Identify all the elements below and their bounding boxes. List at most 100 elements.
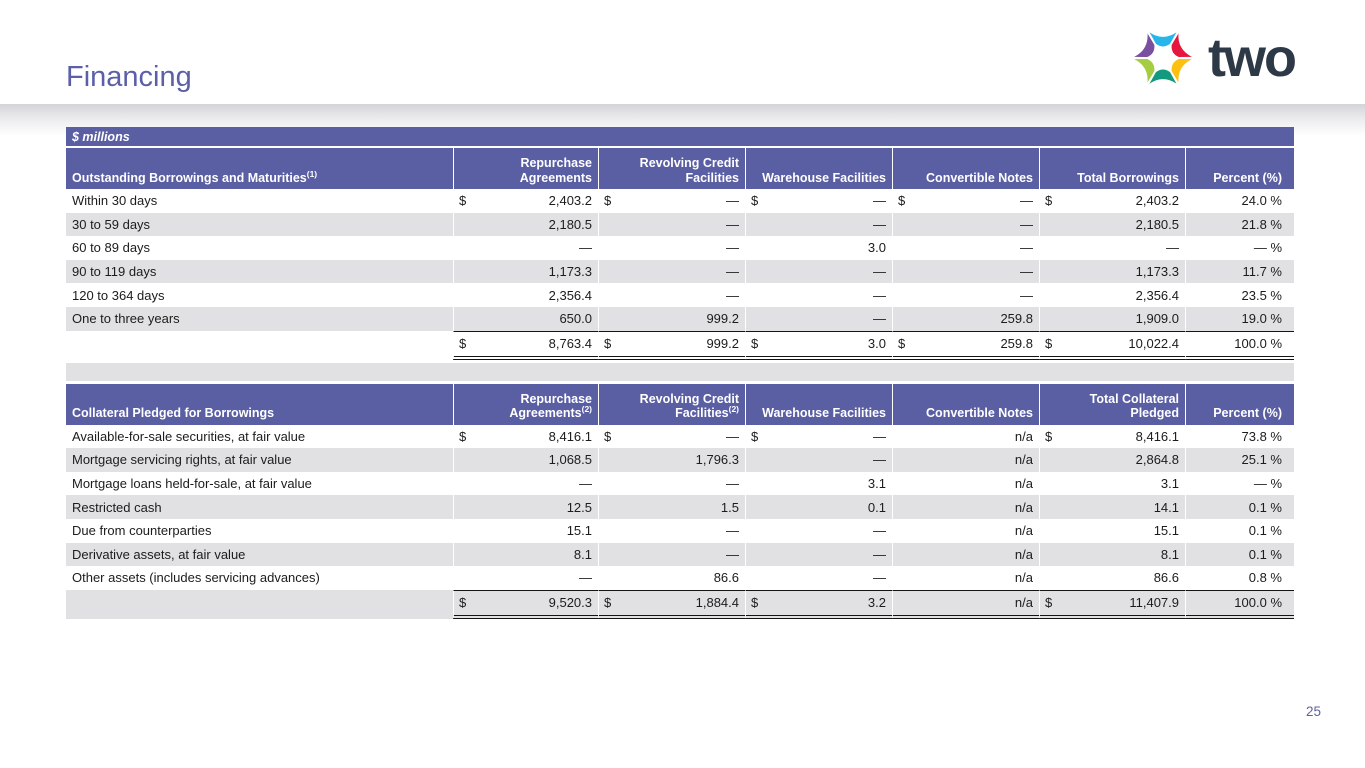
amount-cell: 1,909.0	[1039, 306, 1185, 331]
amount-value: 999.2	[706, 336, 739, 352]
amount-cell: $8,416.1	[1039, 424, 1185, 449]
amount-value: 24.0 %	[1241, 193, 1282, 209]
amount-cell: —	[745, 448, 892, 472]
header-label: Outstanding Borrowings and Maturities	[72, 170, 307, 185]
currency-symbol: $	[604, 336, 612, 352]
amount-value: 259.8	[1000, 311, 1033, 327]
row-label-cell: 60 to 89 days	[66, 236, 453, 260]
currency-symbol: $	[1045, 193, 1053, 209]
amount-value: —	[1166, 240, 1179, 256]
amount-cell: —	[745, 259, 892, 284]
amount-cell: $11,407.9	[1039, 589, 1185, 619]
header-cell: Warehouse Facilities	[745, 148, 892, 189]
logo-wordmark: two	[1208, 28, 1297, 88]
amount-cell: 0.1 %	[1185, 518, 1294, 543]
header-cell: Convertible Notes	[892, 148, 1039, 189]
amount-cell: 2,864.8	[1039, 448, 1185, 472]
header-label: Total Collateral Pledged	[1089, 391, 1179, 421]
amount-value: 0.1 %	[1248, 523, 1282, 539]
amount-cell: —	[745, 518, 892, 543]
table-row: Other assets (includes servicing advance…	[66, 566, 1294, 590]
amount-value: 8.1	[1160, 546, 1179, 562]
amount-value: 0.1	[867, 499, 886, 515]
header-label: Revolving Credit Facilities	[639, 391, 739, 421]
amount-cell: —	[745, 566, 892, 590]
amount-value: —	[1020, 216, 1033, 232]
amount-value: n/a	[1014, 570, 1033, 586]
amount-cell: 3.0	[745, 236, 892, 260]
header-footnote-marker: (1)	[306, 168, 318, 179]
currency-symbol: $	[604, 595, 612, 611]
header-cell: Percent (%)	[1185, 148, 1294, 189]
amount-cell: —	[892, 283, 1039, 307]
currency-symbol: $	[459, 595, 467, 611]
row-label-cell: Restricted cash	[66, 495, 453, 519]
units-label-bar: $ millions	[66, 127, 1294, 146]
amount-cell: 999.2	[598, 306, 745, 331]
amount-value: —	[873, 546, 886, 562]
header-label: Repurchase Agreements	[519, 156, 592, 185]
header-cell-text: Warehouse Facilities	[752, 171, 886, 185]
amount-cell: 12.5	[453, 495, 598, 519]
amount-value: 999.2	[706, 311, 739, 327]
amount-value: 15.1	[566, 523, 592, 539]
amount-cell: 0.8 %	[1185, 566, 1294, 590]
amount-cell: 25.1 %	[1185, 448, 1294, 472]
table-row: Within 30 days $2,403.2 $ — $ — $ — $2,403.2 24.0…	[66, 189, 1294, 213]
amount-value: 1,909.0	[1135, 311, 1179, 327]
amount-value: —	[579, 570, 592, 586]
amount-cell: —	[892, 259, 1039, 284]
amount-cell: 2,356.4	[453, 283, 598, 307]
header-cell-text: Percent (%)	[1192, 406, 1282, 420]
header-cell-text: Percent (%)	[1192, 171, 1282, 185]
amount-cell: —	[598, 518, 745, 543]
amount-value: —	[1020, 287, 1033, 303]
amount-value: 8.1	[573, 546, 592, 562]
header-label: Revolving Credit Facilities	[639, 156, 739, 185]
row-label: Mortgage servicing rights, at fair value	[72, 452, 292, 468]
amount-cell: $259.8	[892, 330, 1039, 360]
header-cell: Revolving Credit Facilities	[598, 148, 745, 189]
amount-cell: —	[598, 236, 745, 260]
currency-symbol: $	[459, 336, 467, 352]
amount-value: 1,173.3	[1135, 264, 1179, 280]
header-cell-text: Convertible Notes	[899, 171, 1033, 185]
amount-value: 19.0 %	[1241, 311, 1282, 327]
amount-value: n/a	[1014, 499, 1033, 515]
amount-cell: 15.1	[1039, 518, 1185, 543]
total-label-cell	[66, 590, 453, 619]
amount-value: 21.8 %	[1241, 216, 1282, 232]
currency-symbol: $	[604, 428, 612, 444]
amount-value: 86.6	[1153, 570, 1179, 586]
amount-value: —	[873, 264, 886, 280]
amount-cell: 24.0 %	[1185, 189, 1294, 213]
amount-cell: —	[598, 259, 745, 284]
amount-value: 259.8	[1000, 336, 1033, 352]
amount-cell: — %	[1185, 236, 1294, 260]
amount-value: 1,173.3	[548, 264, 592, 280]
header-cell: Outstanding Borrowings and Maturities(1)	[66, 148, 453, 189]
row-label: 120 to 364 days	[72, 287, 165, 303]
header-cell: Percent (%)	[1185, 383, 1294, 425]
tables-area: $ millions Outstanding Borrowings and Ma…	[66, 127, 1294, 619]
logo-mark-icon	[1134, 32, 1192, 84]
header-cell-text: Total Collateral Pledged	[1046, 392, 1179, 421]
amount-value: —	[1020, 240, 1033, 256]
amount-cell: 0.1	[745, 495, 892, 519]
header-cell-text: Revolving Credit Facilities(2)	[605, 392, 739, 421]
header-footnote-marker: (2)	[728, 404, 739, 415]
table-row: Restricted cash 12.5 1.5 0.1 n/a 14.1 0.1 %	[66, 495, 1294, 519]
amount-value: — %	[1253, 240, 1282, 256]
row-label-cell: Mortgage loans held-for-sale, at fair va…	[66, 472, 453, 496]
amount-value: 0.1 %	[1248, 546, 1282, 562]
amount-cell: 14.1	[1039, 495, 1185, 519]
amount-value: 2,864.8	[1135, 452, 1179, 468]
header-cell: Convertible Notes	[892, 383, 1039, 425]
table-total-row: $9,520.3 $1,884.4 $3.2 n/a $11,407.9 100.0 %	[66, 589, 1294, 619]
amount-value: n/a	[1014, 452, 1033, 468]
amount-value: 3.0	[867, 240, 886, 256]
amount-value: 1,796.3	[695, 452, 739, 468]
amount-value: 8,763.4	[548, 336, 592, 352]
currency-symbol: $	[751, 595, 759, 611]
amount-cell: $9,520.3	[453, 589, 598, 619]
